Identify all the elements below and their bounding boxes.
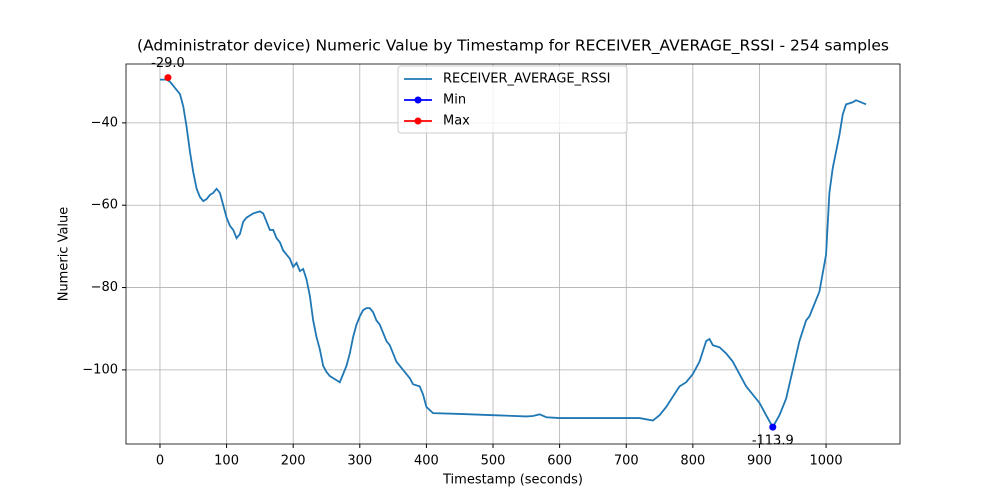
x-tick-label: 700: [614, 454, 639, 469]
marker: [769, 423, 777, 431]
legend-marker: [414, 117, 422, 125]
chart-title: (Administrator device) Numeric Value by …: [137, 37, 889, 56]
legend-box: [397, 65, 628, 134]
x-tick-label: 900: [747, 454, 772, 469]
y-tick-label: −40: [91, 115, 118, 130]
y-tick-label: −60: [91, 198, 118, 213]
y-axis-label: Numeric Value: [57, 207, 72, 302]
x-tick-label: 200: [281, 454, 306, 469]
x-tick-label: 300: [347, 454, 372, 469]
x-tick-label: 100: [214, 454, 239, 469]
plot-frame: [125, 63, 901, 445]
y-tick-label: −100: [82, 362, 118, 377]
legend-marker: [414, 96, 422, 104]
marker: [164, 74, 172, 82]
x-tick-label: 800: [680, 454, 705, 469]
legend-label: Max: [443, 114, 470, 129]
x-tick-label: 500: [481, 454, 506, 469]
data-label: -113.9: [752, 434, 794, 449]
y-tick-label: −80: [91, 280, 118, 295]
x-tick-label: 1000: [810, 454, 843, 469]
x-tick-label: 600: [547, 454, 572, 469]
x-axis-label: Timestamp (seconds): [442, 473, 583, 488]
legend-label: RECEIVER_AVERAGE_RSSI: [443, 72, 611, 87]
x-tick-label: 0: [156, 454, 164, 469]
data-label: -29.0: [151, 56, 185, 71]
x-tick-label: 400: [414, 454, 439, 469]
legend-label: Min: [443, 93, 466, 108]
line: [159, 78, 867, 429]
